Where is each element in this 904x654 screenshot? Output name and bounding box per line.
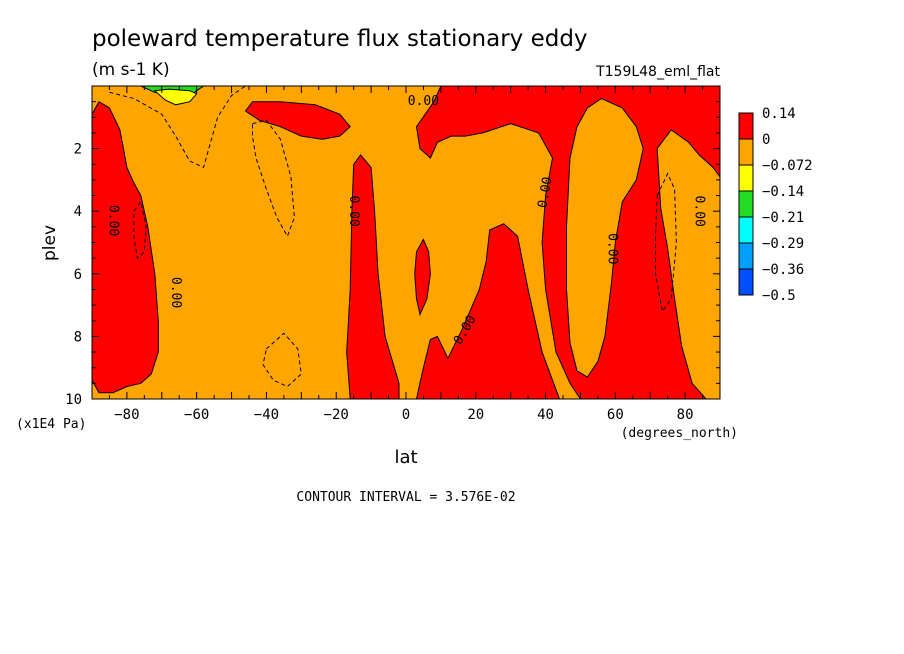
dashed-contours-layer (109, 86, 677, 388)
colorbar-label-7: −0.5 (762, 288, 796, 304)
colorbar-swatch-1 (738, 138, 754, 166)
y-units-label: (x1E4 Pa) (16, 417, 86, 432)
y-axis-label: plev (40, 225, 60, 261)
dashed-contour-midlat-south (252, 119, 295, 238)
contour-label-0: 0.00 (105, 205, 120, 236)
x-axis-label: lat (394, 447, 417, 468)
chart-title: poleward temperature flux stationary edd… (92, 26, 588, 52)
contour-label-6: 0.00 (604, 233, 619, 264)
x-units-label: (degrees_north) (621, 426, 738, 441)
positive-region-midlat-south-upper (244, 101, 351, 140)
dashed-contour-lower-south (262, 332, 302, 388)
y-tick-label: 2 (74, 142, 82, 158)
colorbar-label-6: −0.36 (762, 262, 804, 278)
x-tick-label: −20 (324, 407, 349, 423)
y-tick-label: 8 (74, 329, 82, 345)
colorbar-swatch-0 (738, 112, 754, 140)
x-tick-label: 40 (537, 407, 554, 423)
colorbar-label-3: −0.14 (762, 184, 804, 200)
dashed-contour-top-south (109, 86, 246, 169)
x-tick-label: 20 (467, 407, 484, 423)
contour-label-2: 0.00 (346, 196, 361, 227)
colorbar-label-0: 0.14 (762, 106, 796, 122)
contour-interval-label: CONTOUR INTERVAL = 3.576E-02 (296, 490, 515, 505)
colorbar-label-5: −0.29 (762, 236, 804, 252)
colorbar-swatch-5 (738, 242, 754, 270)
positive-region-equator-upper-blob (414, 238, 431, 317)
dashed-contour-south-polar-inner (133, 200, 147, 260)
negative-region-north-midlat (566, 97, 644, 378)
negative-region-north-polar (656, 129, 720, 399)
x-tick-label: −40 (254, 407, 279, 423)
positive-region-tropics-north-tongue (415, 223, 561, 399)
colorbar-swatch-2 (738, 164, 754, 192)
x-tick-label: 0 (402, 407, 410, 423)
colorbar-label-4: −0.21 (762, 210, 804, 226)
x-tick-label: 80 (677, 407, 694, 423)
x-axis: −80 −60 −40 −20 0 20 40 60 80 (91, 86, 721, 423)
y-axis: 2 4 6 8 10 (65, 85, 720, 408)
contour-label-1: 0.00 (168, 277, 183, 308)
x-tick-label: −80 (114, 407, 139, 423)
negative-region-top-yellow (153, 88, 198, 106)
x-tick-label: 60 (607, 407, 624, 423)
y-tick-label: 10 (65, 392, 82, 408)
colorbar-label-1: 0 (762, 132, 770, 148)
colorbar-swatch-6 (738, 268, 754, 296)
regions-layer (92, 86, 720, 399)
y-tick-label: 6 (74, 267, 82, 283)
run-label: T159L48_eml_flat (595, 64, 720, 80)
dashed-contour-north-polar-inner (655, 172, 677, 313)
contour-label-7: 0.00 (692, 196, 707, 227)
colorbar-label-2: −0.072 (762, 158, 813, 174)
colorbar-swatch-4 (738, 216, 754, 244)
contour-label-3: 0.00 (408, 94, 439, 109)
y-tick-label: 4 (74, 204, 82, 220)
plot-area: 0.000.000.000.000.000.000.000.00 (92, 86, 720, 399)
x-tick-label: −60 (184, 407, 209, 423)
positive-region-south-polar (92, 101, 159, 394)
units-label: (m s-1 K) (92, 60, 170, 80)
contour-label-5: 0.00 (535, 176, 555, 209)
colorbar-swatch-3 (738, 190, 754, 218)
colorbar: 0.14 0 −0.072 −0.14 −0.21 −0.29 −0.36 −0.5 (738, 106, 813, 304)
positive-region-tropics-south (346, 154, 400, 399)
